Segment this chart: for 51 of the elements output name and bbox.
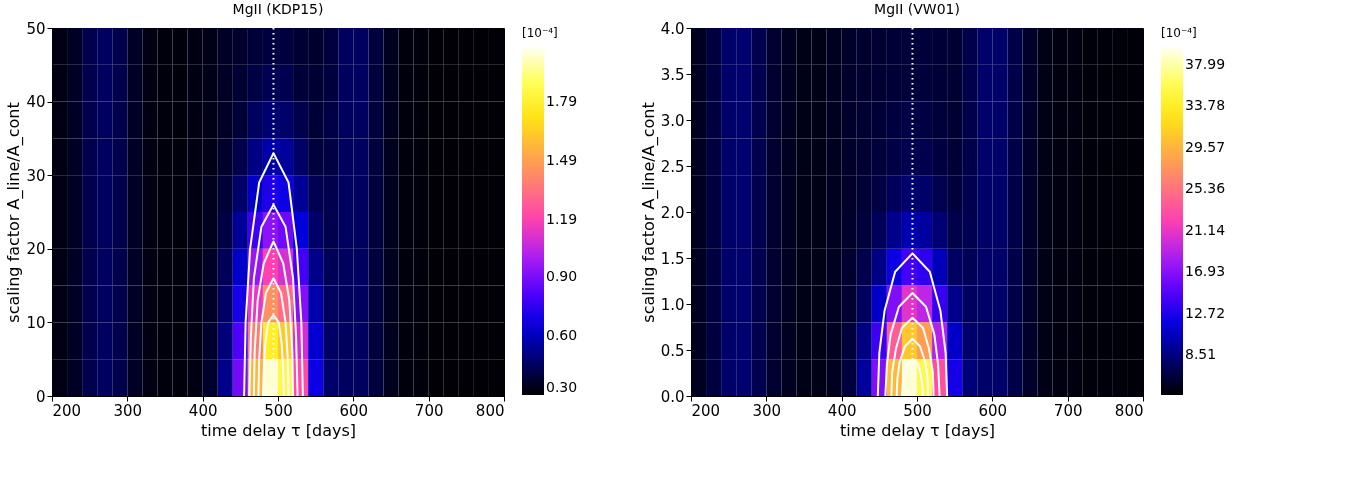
x-tick-label: 500 — [903, 401, 932, 420]
y-tick-label: 40 — [26, 93, 46, 112]
color-bar-label: 0.90 — [546, 268, 578, 285]
color-bar-label: 25.36 — [1185, 180, 1226, 197]
x-tick-label: 200 — [52, 401, 82, 420]
x-tick-label: 400 — [827, 401, 857, 420]
color-bar-title: [10⁻⁴] — [1161, 26, 1197, 40]
chart-title: MgII (VW01) — [874, 1, 960, 17]
x-tick-label: 200 — [691, 401, 721, 420]
y-tick-label: 3.0 — [660, 111, 685, 130]
y-tick-label: 4.0 — [660, 19, 685, 38]
x-tick-label: 700 — [414, 401, 444, 420]
color-bar-label: 29.57 — [1185, 138, 1226, 155]
x-tick-label: 500 — [264, 401, 293, 420]
y-tick-label: 10 — [26, 313, 46, 332]
x-tick-label: 700 — [1053, 401, 1083, 420]
x-tick-label: 800 — [475, 401, 505, 420]
x-tick-label: 300 — [113, 401, 143, 420]
x-tick-label: 400 — [188, 401, 218, 420]
x-tick-label: 300 — [752, 401, 782, 420]
chart-title: MgII (KDP15) — [232, 1, 324, 17]
color-bar-label: 0.60 — [546, 327, 578, 344]
x-tick-label: 800 — [1114, 401, 1144, 420]
color-bar-label: 1.49 — [546, 152, 578, 169]
color-bar-label: 16.93 — [1185, 263, 1226, 280]
color-bar-label: 8.51 — [1185, 346, 1217, 363]
color-bar-label: 21.14 — [1185, 221, 1226, 238]
x-tick-label: 600 — [339, 401, 369, 420]
y-axis-title: scaling factor A_line/A_cont — [638, 102, 659, 323]
color-bar-label: 1.19 — [546, 211, 578, 227]
color-bar-label: 0.30 — [546, 379, 578, 395]
color-bar-title: [10⁻⁴] — [522, 26, 558, 40]
y-tick-label: 0 — [35, 387, 46, 406]
color-bar-label: 33.78 — [1185, 97, 1226, 114]
y-tick-label: 1.5 — [660, 249, 685, 268]
y-tick-label: 20 — [26, 240, 46, 259]
y-axis-title: scaling factor A_line/A_cont — [4, 102, 25, 323]
y-tick-label: 1.0 — [660, 295, 685, 314]
x-tick-label: 600 — [978, 401, 1008, 420]
y-tick-label: 2.5 — [660, 157, 685, 176]
y-tick-label: 50 — [26, 19, 46, 38]
y-tick-label: 0.0 — [660, 387, 685, 406]
color-bar-label: 1.79 — [546, 93, 578, 110]
x-axis-title: time delay τ [days] — [200, 420, 357, 440]
y-tick-label: 2.0 — [660, 203, 685, 222]
x-axis-title: time delay τ [days] — [839, 420, 996, 440]
y-tick-label: 0.5 — [660, 341, 685, 360]
color-bar-label: 12.72 — [1185, 304, 1226, 321]
color-bar-label: 37.99 — [1185, 55, 1226, 72]
y-tick-label: 30 — [26, 166, 46, 185]
y-tick-label: 3.5 — [660, 65, 685, 84]
